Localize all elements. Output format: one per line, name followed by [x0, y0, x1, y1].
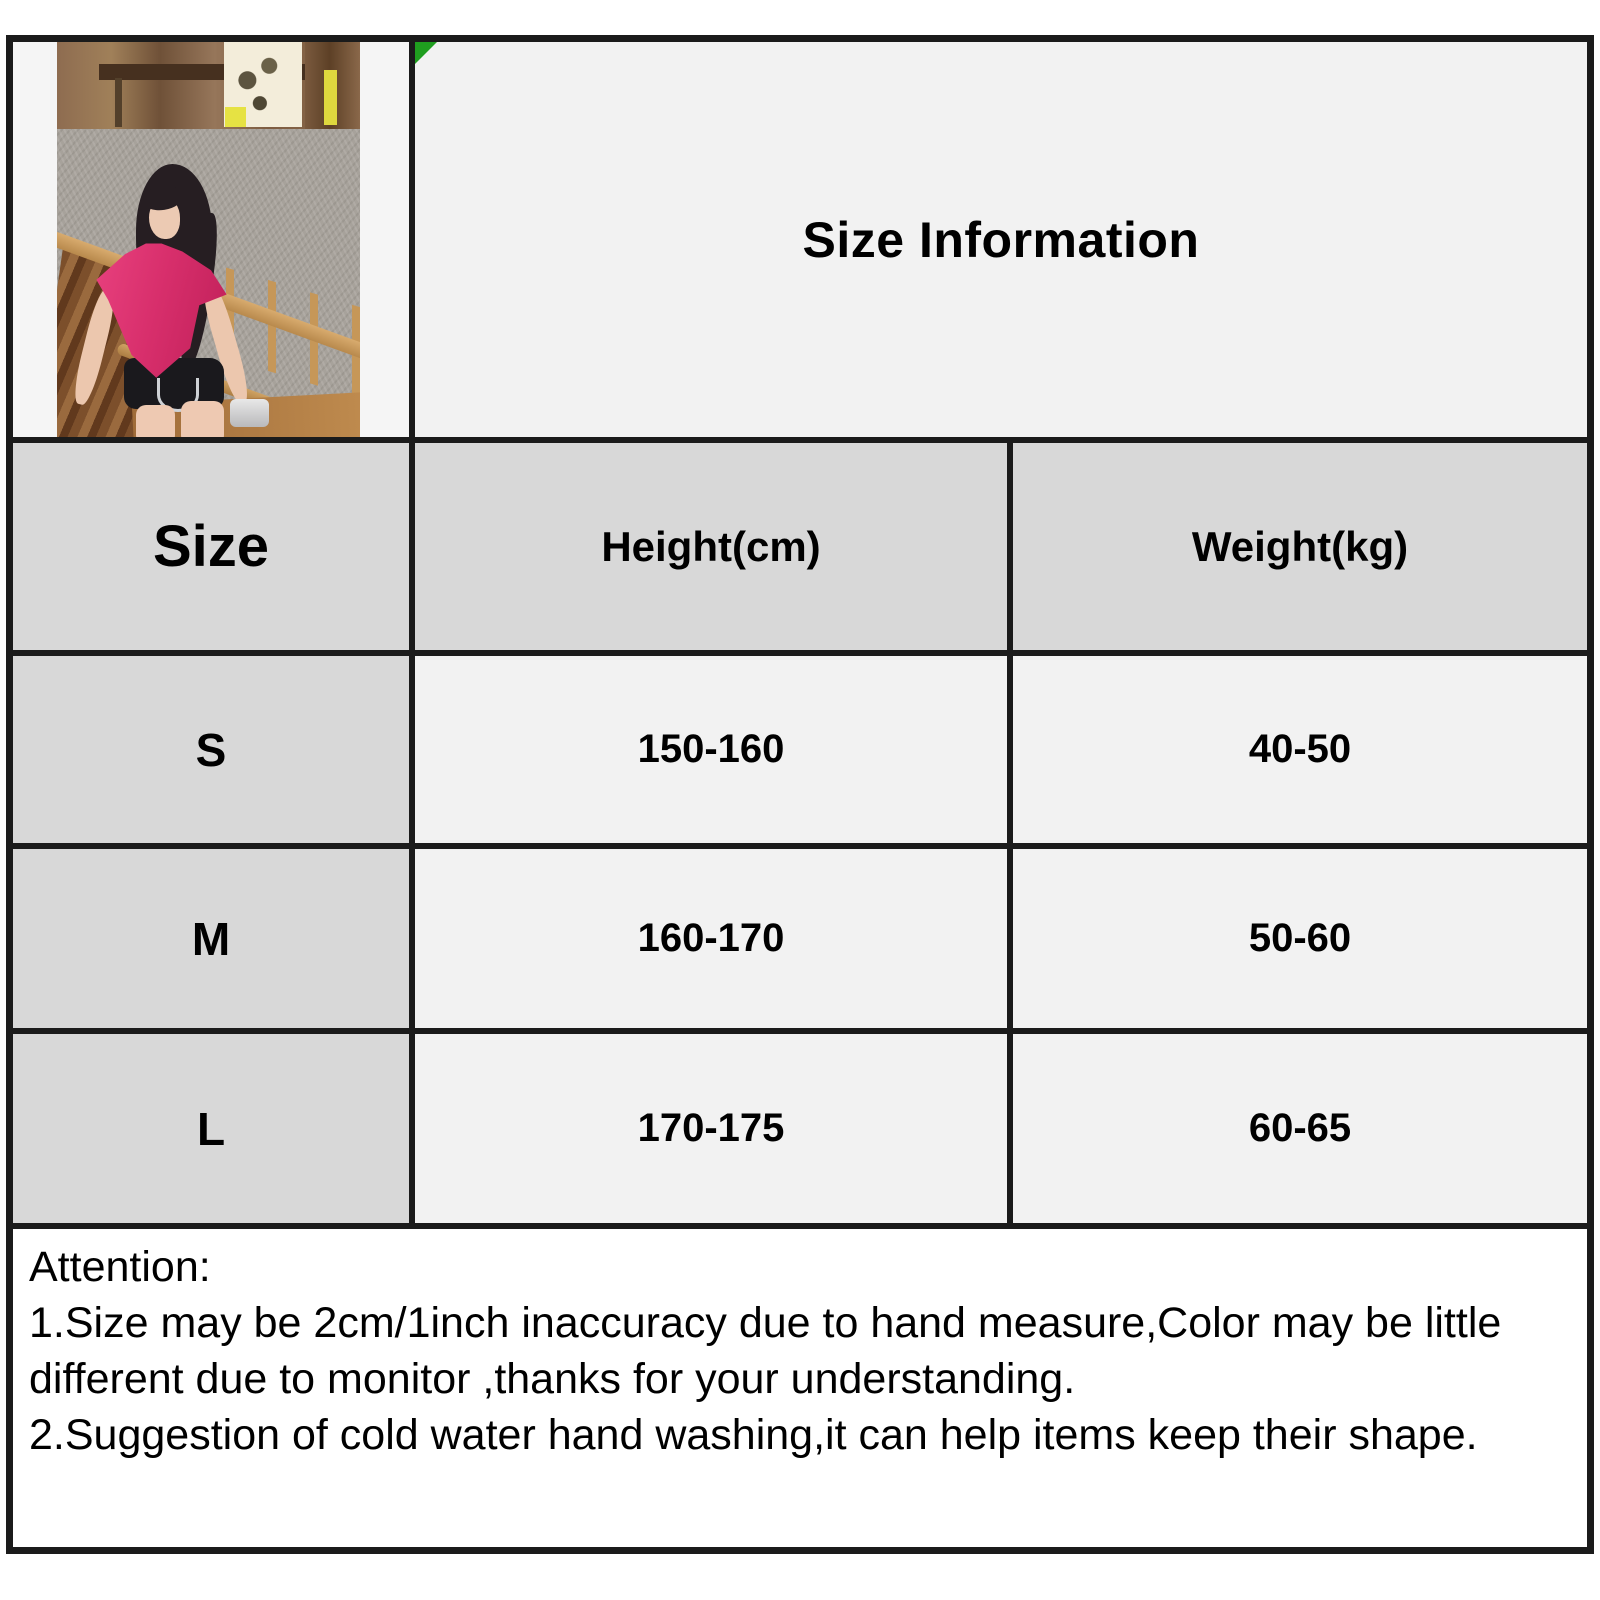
row-s-weight-value: 40-50 — [1013, 656, 1587, 843]
photo-yellow-accent — [323, 69, 338, 125]
attention-line-2: different due to monitor ,thanks for you… — [29, 1355, 1076, 1403]
row-l-weight-value: 60-65 — [1013, 1034, 1587, 1223]
model-leg — [135, 405, 176, 437]
product-photo-cell — [13, 42, 409, 437]
row-l-height-value: 170-175 — [415, 1034, 1007, 1223]
model-shorts-chain — [156, 377, 200, 413]
row-m-height-value: 160-170 — [415, 849, 1007, 1028]
model-leg — [181, 401, 224, 437]
page-title: Size Information — [802, 211, 1200, 268]
attention-line-1: 1.Size may be 2cm/1inch inaccuracy due t… — [29, 1299, 1502, 1347]
attention-heading: Attention: — [29, 1243, 211, 1291]
product-photo — [57, 42, 360, 437]
row-m-weight-value: 50-60 — [1013, 849, 1587, 1028]
row-l-size-label: L — [13, 1034, 409, 1223]
model-camera — [229, 399, 270, 428]
photo-shelf-leg — [114, 77, 123, 127]
header-size: Size — [13, 443, 409, 650]
header-weight: Weight(kg) — [1013, 443, 1587, 650]
green-corner-marker-icon — [415, 42, 437, 64]
attention-line-3: 2.Suggestion of cold water hand washing,… — [29, 1411, 1478, 1459]
header-height: Height(cm) — [415, 443, 1007, 650]
title-cell: Size Information — [415, 42, 1587, 437]
photo-yellow-accent — [225, 107, 247, 127]
row-s-height-value: 150-160 — [415, 656, 1007, 843]
row-m-size-label: M — [13, 849, 409, 1028]
size-chart-frame: Size Information Size Height(cm) Weight(… — [6, 35, 1594, 1554]
attention-section: Attention: 1.Size may be 2cm/1inch inacc… — [13, 1229, 1587, 1547]
row-s-size-label: S — [13, 656, 409, 843]
